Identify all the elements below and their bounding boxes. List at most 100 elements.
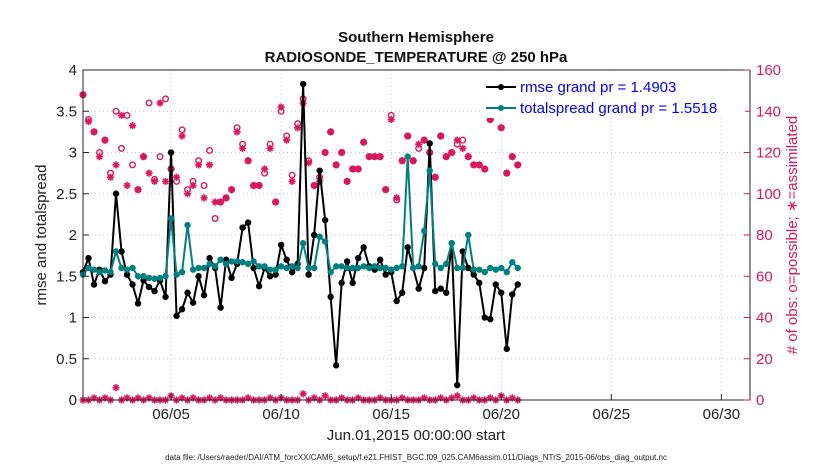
obs-assimilated-marker [437, 132, 445, 140]
spread-point [255, 263, 263, 270]
spread-point [277, 263, 285, 270]
obs-assimilated-marker [266, 144, 274, 152]
rmse-point [349, 279, 356, 287]
rmse-line [82, 83, 519, 387]
obs-star-stroke [195, 161, 202, 168]
rmse-point [426, 140, 433, 147]
spread-point [338, 263, 345, 270]
obs-possible-marker [178, 126, 186, 134]
obs-star-stroke [272, 198, 279, 206]
obs-assimilated-marker [453, 136, 461, 144]
obs-star-stroke [503, 170, 510, 177]
rmse-point [299, 80, 307, 88]
obs-star-stroke [250, 182, 257, 189]
rmse-point [288, 268, 296, 276]
obs-assimilated-marker [514, 161, 522, 169]
rmse-series [79, 80, 521, 389]
obs-star-stroke [96, 153, 103, 160]
legend-spread-marker [498, 105, 504, 111]
obs-star-stroke [382, 186, 389, 193]
spread-point [266, 266, 274, 273]
spread-point [305, 264, 312, 272]
spread-point [316, 233, 323, 240]
spread-point [415, 263, 422, 270]
obs-assimilated-marker [139, 153, 148, 161]
spread-point [189, 266, 197, 273]
legend: rmse grand pr = 1.4903 totalspread grand… [480, 74, 745, 118]
spread-point [514, 264, 521, 272]
obs-assimilated-marker [101, 136, 109, 144]
obs-star-stroke [134, 186, 142, 193]
rmse-point [514, 281, 521, 288]
obs-star-stroke [233, 128, 241, 135]
rmse-point [129, 281, 136, 288]
obs-star-stroke [465, 153, 472, 160]
rmse-point [85, 254, 92, 262]
rmse-point [487, 315, 494, 323]
obs-assimilated-marker [189, 181, 197, 190]
obs-star-stroke [311, 182, 318, 189]
x-tick-label: 06/30 [703, 406, 741, 423]
rmse-point [173, 312, 180, 320]
obs-star-stroke [118, 112, 125, 119]
data-file-footer: data file: /Users/raeder/DAI/ATM_forcXX/… [165, 453, 667, 462]
obs-star-stroke [355, 165, 362, 173]
obs-assimilated-marker [332, 161, 340, 169]
obs-star-stroke [107, 174, 114, 181]
y-tick-label: 1.5 [56, 268, 77, 285]
obs-count-markers [79, 91, 522, 404]
rmse-point [206, 254, 213, 262]
y-tick-label: 1 [69, 310, 77, 327]
y-tick-label: 0.5 [56, 351, 77, 368]
spread-point [498, 264, 505, 272]
obs-assimilated-marker [283, 136, 291, 144]
obs-star-stroke [481, 165, 488, 173]
x-axis-label: Jun.01,2015 00:00:00 start [327, 427, 506, 444]
obs-assimilated-marker [387, 115, 395, 124]
spread-point [360, 263, 367, 270]
rmse-point [454, 381, 461, 389]
spread-point [421, 227, 428, 235]
obs-star-stroke [239, 145, 246, 152]
rmse-point [321, 216, 329, 224]
rmse-point [272, 271, 279, 278]
obs-star-stroke [178, 132, 186, 140]
rmse-point [167, 149, 175, 156]
obs-star-stroke [437, 132, 444, 140]
obs-assimilated-marker [294, 124, 302, 132]
obs-star-stroke [129, 122, 136, 129]
y-tick-label: 4 [69, 62, 77, 79]
rmse-point [151, 287, 158, 295]
spread-point [409, 264, 417, 272]
obs-star-stroke [151, 178, 158, 185]
rmse-point [404, 244, 411, 251]
spread-point [398, 263, 406, 270]
chart-title: Southern Hemisphere [338, 29, 494, 46]
obs-assimilated-marker [222, 194, 230, 202]
spread-point [250, 258, 257, 265]
spread-point [228, 258, 235, 265]
rmse-point [415, 285, 422, 292]
obs-star-stroke [145, 170, 153, 177]
obs-assimilated-marker [261, 165, 269, 173]
obs-assimilated-marker [84, 117, 93, 126]
obs-assimilated-marker [459, 144, 467, 152]
rmse-point [503, 345, 510, 353]
rmse-point [255, 282, 263, 290]
obs-star-stroke [338, 149, 345, 156]
x-tick-label: 06/20 [482, 406, 520, 423]
obs-assimilated-marker [95, 153, 104, 161]
legend-spread-label: totalspread grand pr = 1.5518 [520, 100, 717, 117]
spread-point [222, 260, 230, 268]
obs-star-stroke [267, 145, 274, 152]
rmse-point [195, 273, 202, 280]
obs-star-stroke [156, 99, 164, 107]
spread-point [503, 268, 510, 276]
rmse-point [90, 281, 98, 288]
obs-star-stroke [509, 153, 516, 160]
obs-assimilated-marker [382, 186, 390, 194]
x-tick-label: 06/05 [152, 406, 190, 423]
obs-low-marker [112, 384, 120, 392]
rmse-point [178, 306, 186, 313]
spread-point [294, 264, 301, 272]
